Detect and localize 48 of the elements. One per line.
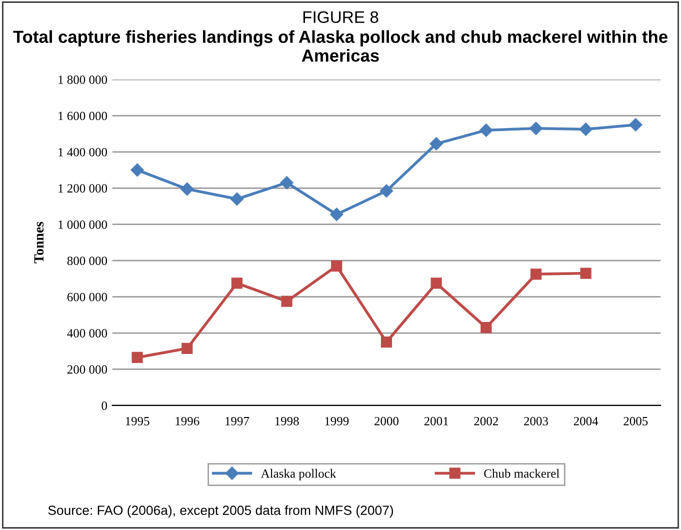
point [579,122,592,136]
point [182,342,193,354]
y-tick-label: 400 000 [67,329,108,338]
chart-subtitle: Total capture fisheries landings of Alaska pollock and chub mackerel within the Americas [13,30,668,62]
y-tick-label: 200 000 [67,365,108,374]
point [430,137,443,150]
source-note: Source: FAO (2006a), except 2005 data from NMFS (2007) [48,505,394,518]
y-tick-label: 1 000 000 [58,220,108,229]
point [480,322,492,334]
y-tick-label: 0 [102,401,108,410]
point [529,122,543,135]
point [330,208,344,221]
point [180,182,194,196]
point [230,192,244,206]
point [530,268,542,280]
point [380,184,394,198]
y-tick-label: 800 000 [67,256,108,266]
chart-title: FIGURE 8 [303,11,378,24]
y-tick-label: 600 000 [67,292,108,302]
point [331,260,342,272]
legend-label: Chub mackerel [484,468,560,478]
x-tick-label: 2003 [524,416,548,426]
point [430,278,442,289]
x-tick-label: 2001 [424,416,448,426]
x-tick-label: 2004 [574,416,598,426]
x-tick-label: 2002 [474,416,498,426]
x-tick-label: 1996 [176,416,200,426]
x-tick-label: 2000 [374,416,398,426]
point [480,124,493,137]
x-tick-label: 1998 [275,416,299,426]
y-tick-label: 1 600 000 [58,112,108,120]
y-tick-label: 1 800 000 [58,76,108,84]
y-tick-label: 1 400 000 [58,148,108,156]
point [281,296,292,307]
y-axis-title: Tonnes [34,222,44,264]
point [580,268,592,279]
x-tick-label: 1995 [126,416,150,426]
point [231,278,243,289]
point [130,163,144,177]
point [380,336,392,348]
point [132,352,143,364]
y-tick-label: 1 200 000 [58,184,108,193]
x-tick-label: 1999 [325,416,349,426]
x-tick-label: 2005 [624,416,648,426]
point [629,118,642,132]
legend-label: Alaska pollock [260,468,336,480]
x-tick-label: 1997 [226,416,250,426]
point [280,176,294,190]
